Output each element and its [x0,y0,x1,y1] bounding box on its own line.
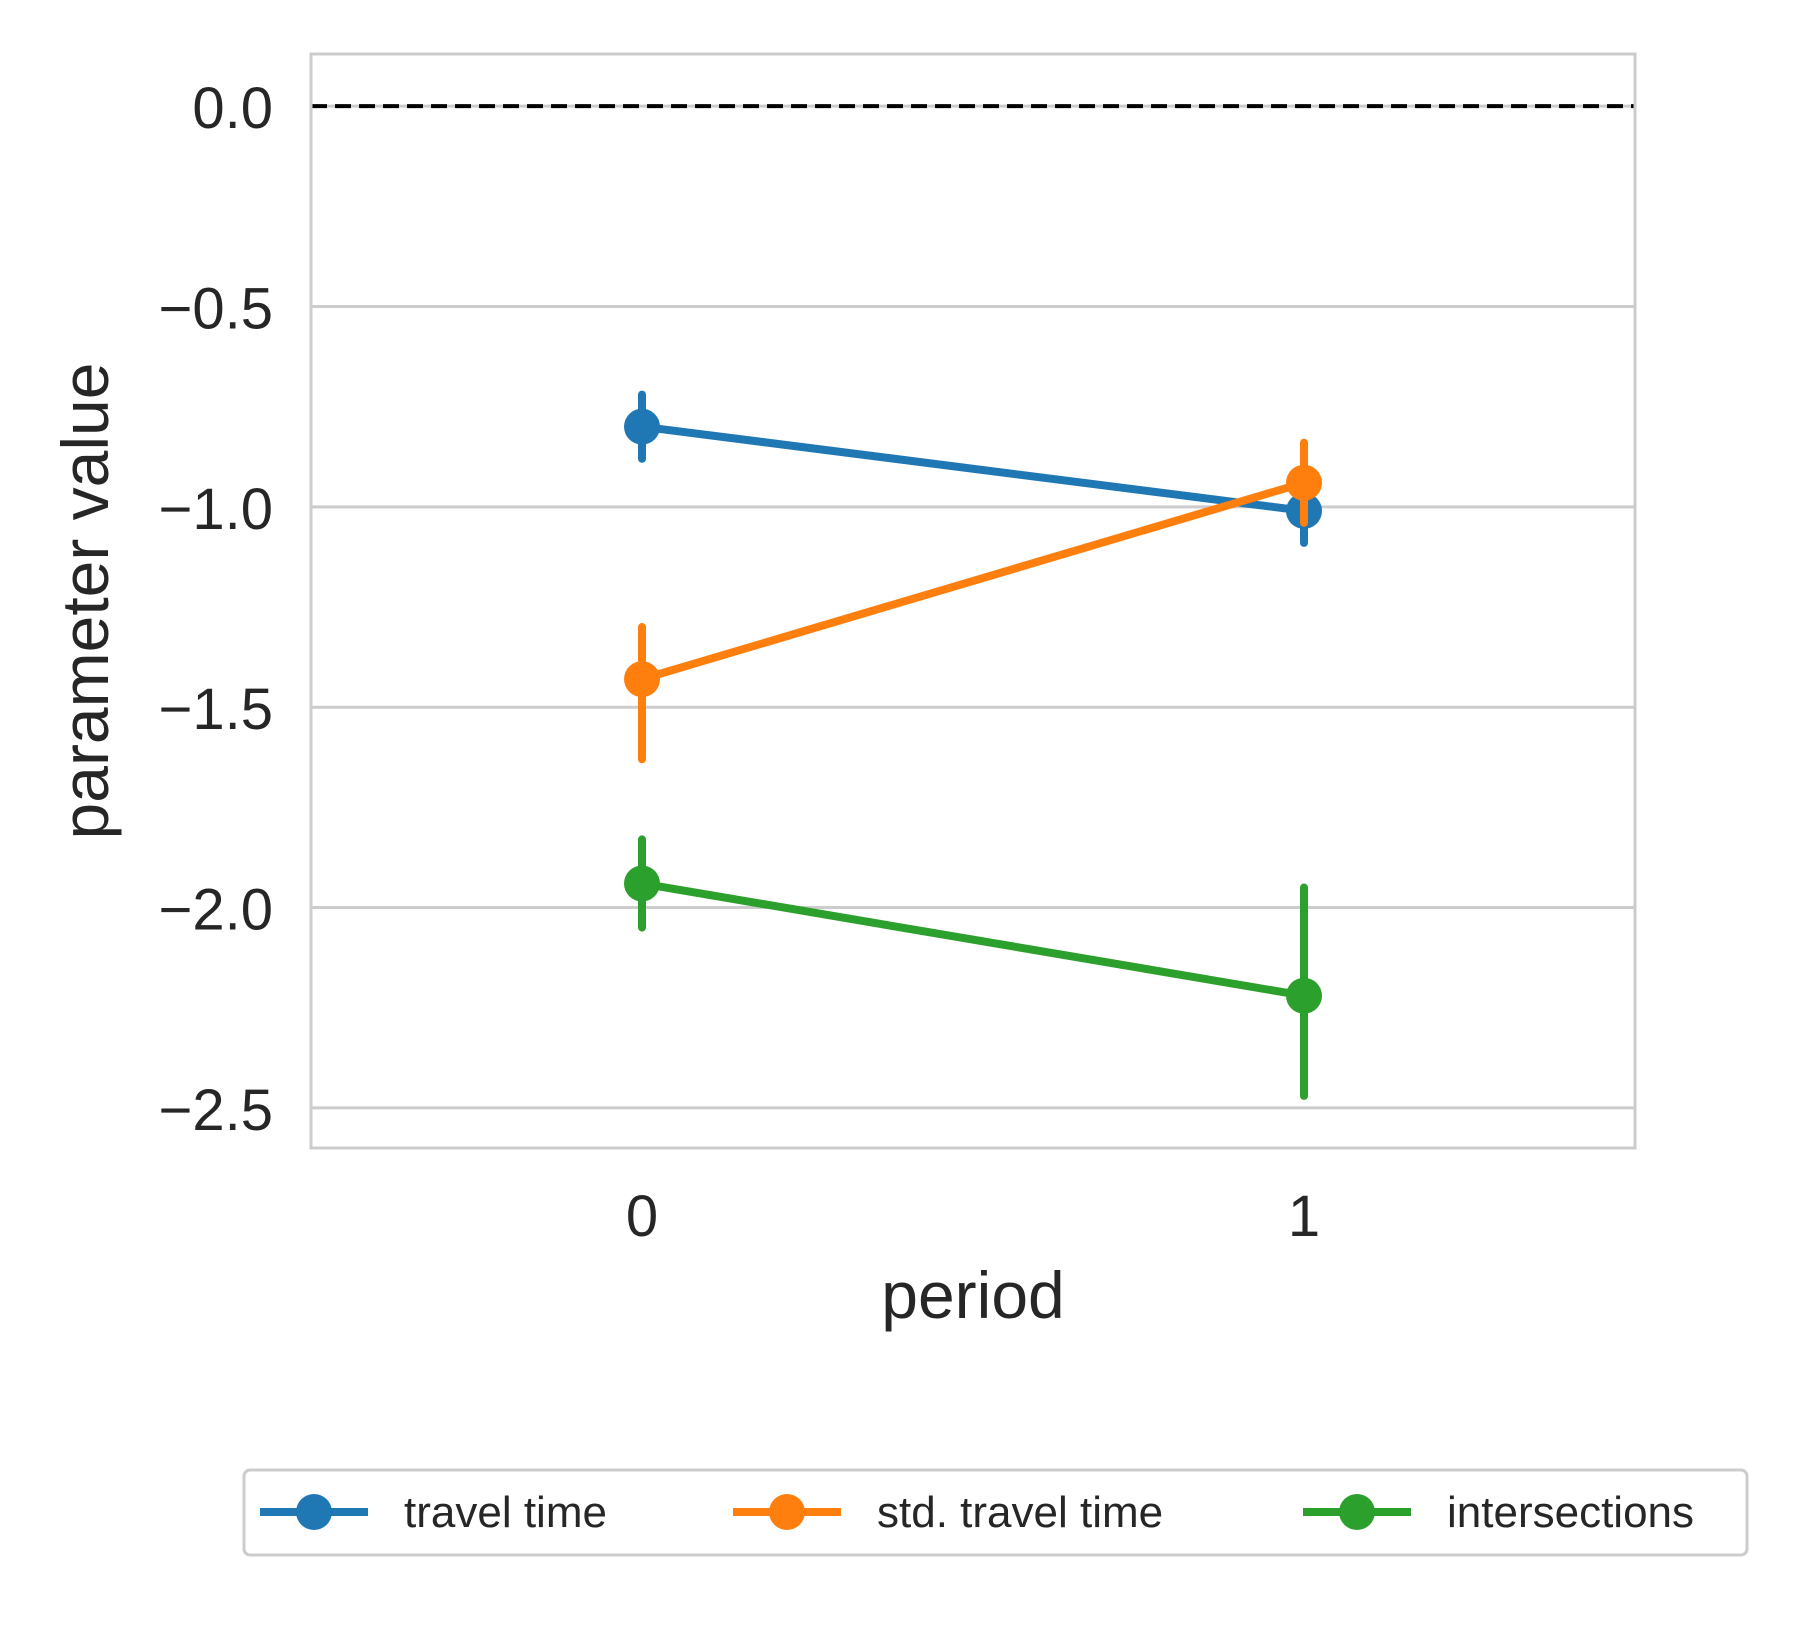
y-tick-label: −0.5 [159,276,274,341]
data-point [1286,464,1322,501]
data-point [624,661,660,698]
x-tick-label: 0 [626,1184,658,1249]
x-tick-label: 1 [1288,1184,1320,1249]
legend: travel time std. travel time intersections [242,1468,1749,1557]
y-tick-label: −2.5 [159,1078,274,1143]
legend-label: intersections [1447,1488,1694,1537]
x-axis-label: period [881,1258,1064,1332]
series-line [640,478,1306,683]
y-tick-label: −1.5 [159,677,274,742]
legend-marker [769,1494,805,1530]
series [624,390,1322,547]
legend-marker [1339,1494,1375,1530]
data-point [624,865,660,902]
series-group [624,390,1322,1100]
plot-frame [309,52,1637,1150]
data-point [1286,977,1322,1014]
legend-item: intersections [1303,1488,1694,1537]
series-line [641,879,1305,1000]
series [624,438,1322,764]
legend-box [242,1468,1749,1557]
data-point [624,408,660,445]
legend-label: travel time [404,1488,607,1537]
y-tick-labels: 0.0 −0.5 −1.0 −1.5 −2.0 −2.5 [159,76,274,1143]
y-axis-label: parameter value [48,363,122,840]
grid [311,104,1635,1110]
y-tick-label: 0.0 [192,76,273,141]
series-line [641,422,1305,515]
y-tick-label: −1.0 [159,477,274,542]
series [624,835,1322,1100]
legend-item: travel time [260,1488,607,1537]
legend-label: std. travel time [877,1488,1163,1537]
legend-marker [296,1494,332,1530]
y-tick-label: −2.0 [159,878,274,943]
legend-item: std. travel time [733,1488,1163,1537]
